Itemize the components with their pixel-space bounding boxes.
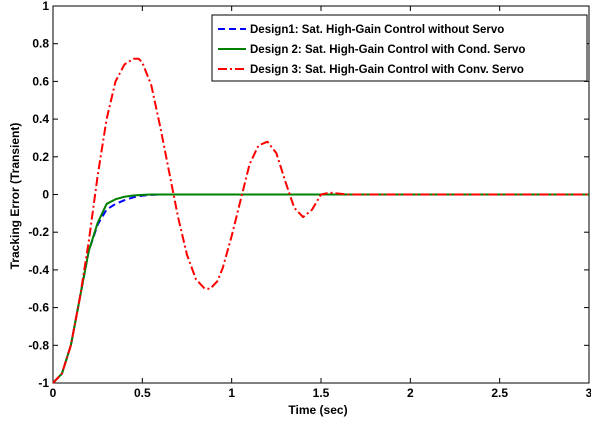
- y-tick-label: -0.8: [28, 338, 49, 352]
- legend-label-design1: Design1: Sat. High-Gain Control without …: [250, 24, 504, 36]
- y-tick-label: 0.8: [32, 37, 49, 51]
- y-tick-label: 1: [42, 0, 49, 13]
- y-tick-label: -0.2: [28, 225, 49, 239]
- legend-box: [211, 14, 588, 82]
- x-tick-label: 2.5: [491, 386, 508, 400]
- y-tick-label: 0.4: [32, 112, 49, 126]
- legend-label-design3: Design 3: Sat. High-Gain Control with Co…: [250, 64, 524, 76]
- x-tick-label: 0: [50, 386, 57, 400]
- y-tick-label: 0.6: [32, 74, 49, 88]
- axis-ticks: 0 0.5 1 1.5 2 2.5 3 -1 -0.8 -0.6 -0.4 -0.2 0 0.2 0.4 0.…: [28, 0, 591, 400]
- x-tick-label: 1.5: [313, 386, 330, 400]
- x-tick-label: 3: [586, 386, 591, 400]
- y-tick-label: -0.4: [28, 263, 49, 277]
- y-axis-label: Tracking Error (Transient): [8, 123, 22, 270]
- series-line-3: [52, 57, 589, 384]
- y-tick-label: -0.6: [28, 301, 49, 315]
- x-tick-label: 0.5: [134, 386, 151, 400]
- y-tick-label: -1: [38, 376, 49, 390]
- x-tick-label: 2: [407, 386, 414, 400]
- legend: Design1: Sat. High-Gain Control without …: [211, 14, 588, 82]
- x-axis-label: Time (sec): [288, 403, 347, 417]
- series-lines: [52, 57, 589, 384]
- legend-label-design2: Design 2: Sat. High-Gain Control with Co…: [250, 44, 525, 56]
- x-tick-label: 1: [228, 386, 235, 400]
- y-tick-label: 0: [42, 188, 49, 202]
- y-tick-label: 0.2: [32, 150, 49, 164]
